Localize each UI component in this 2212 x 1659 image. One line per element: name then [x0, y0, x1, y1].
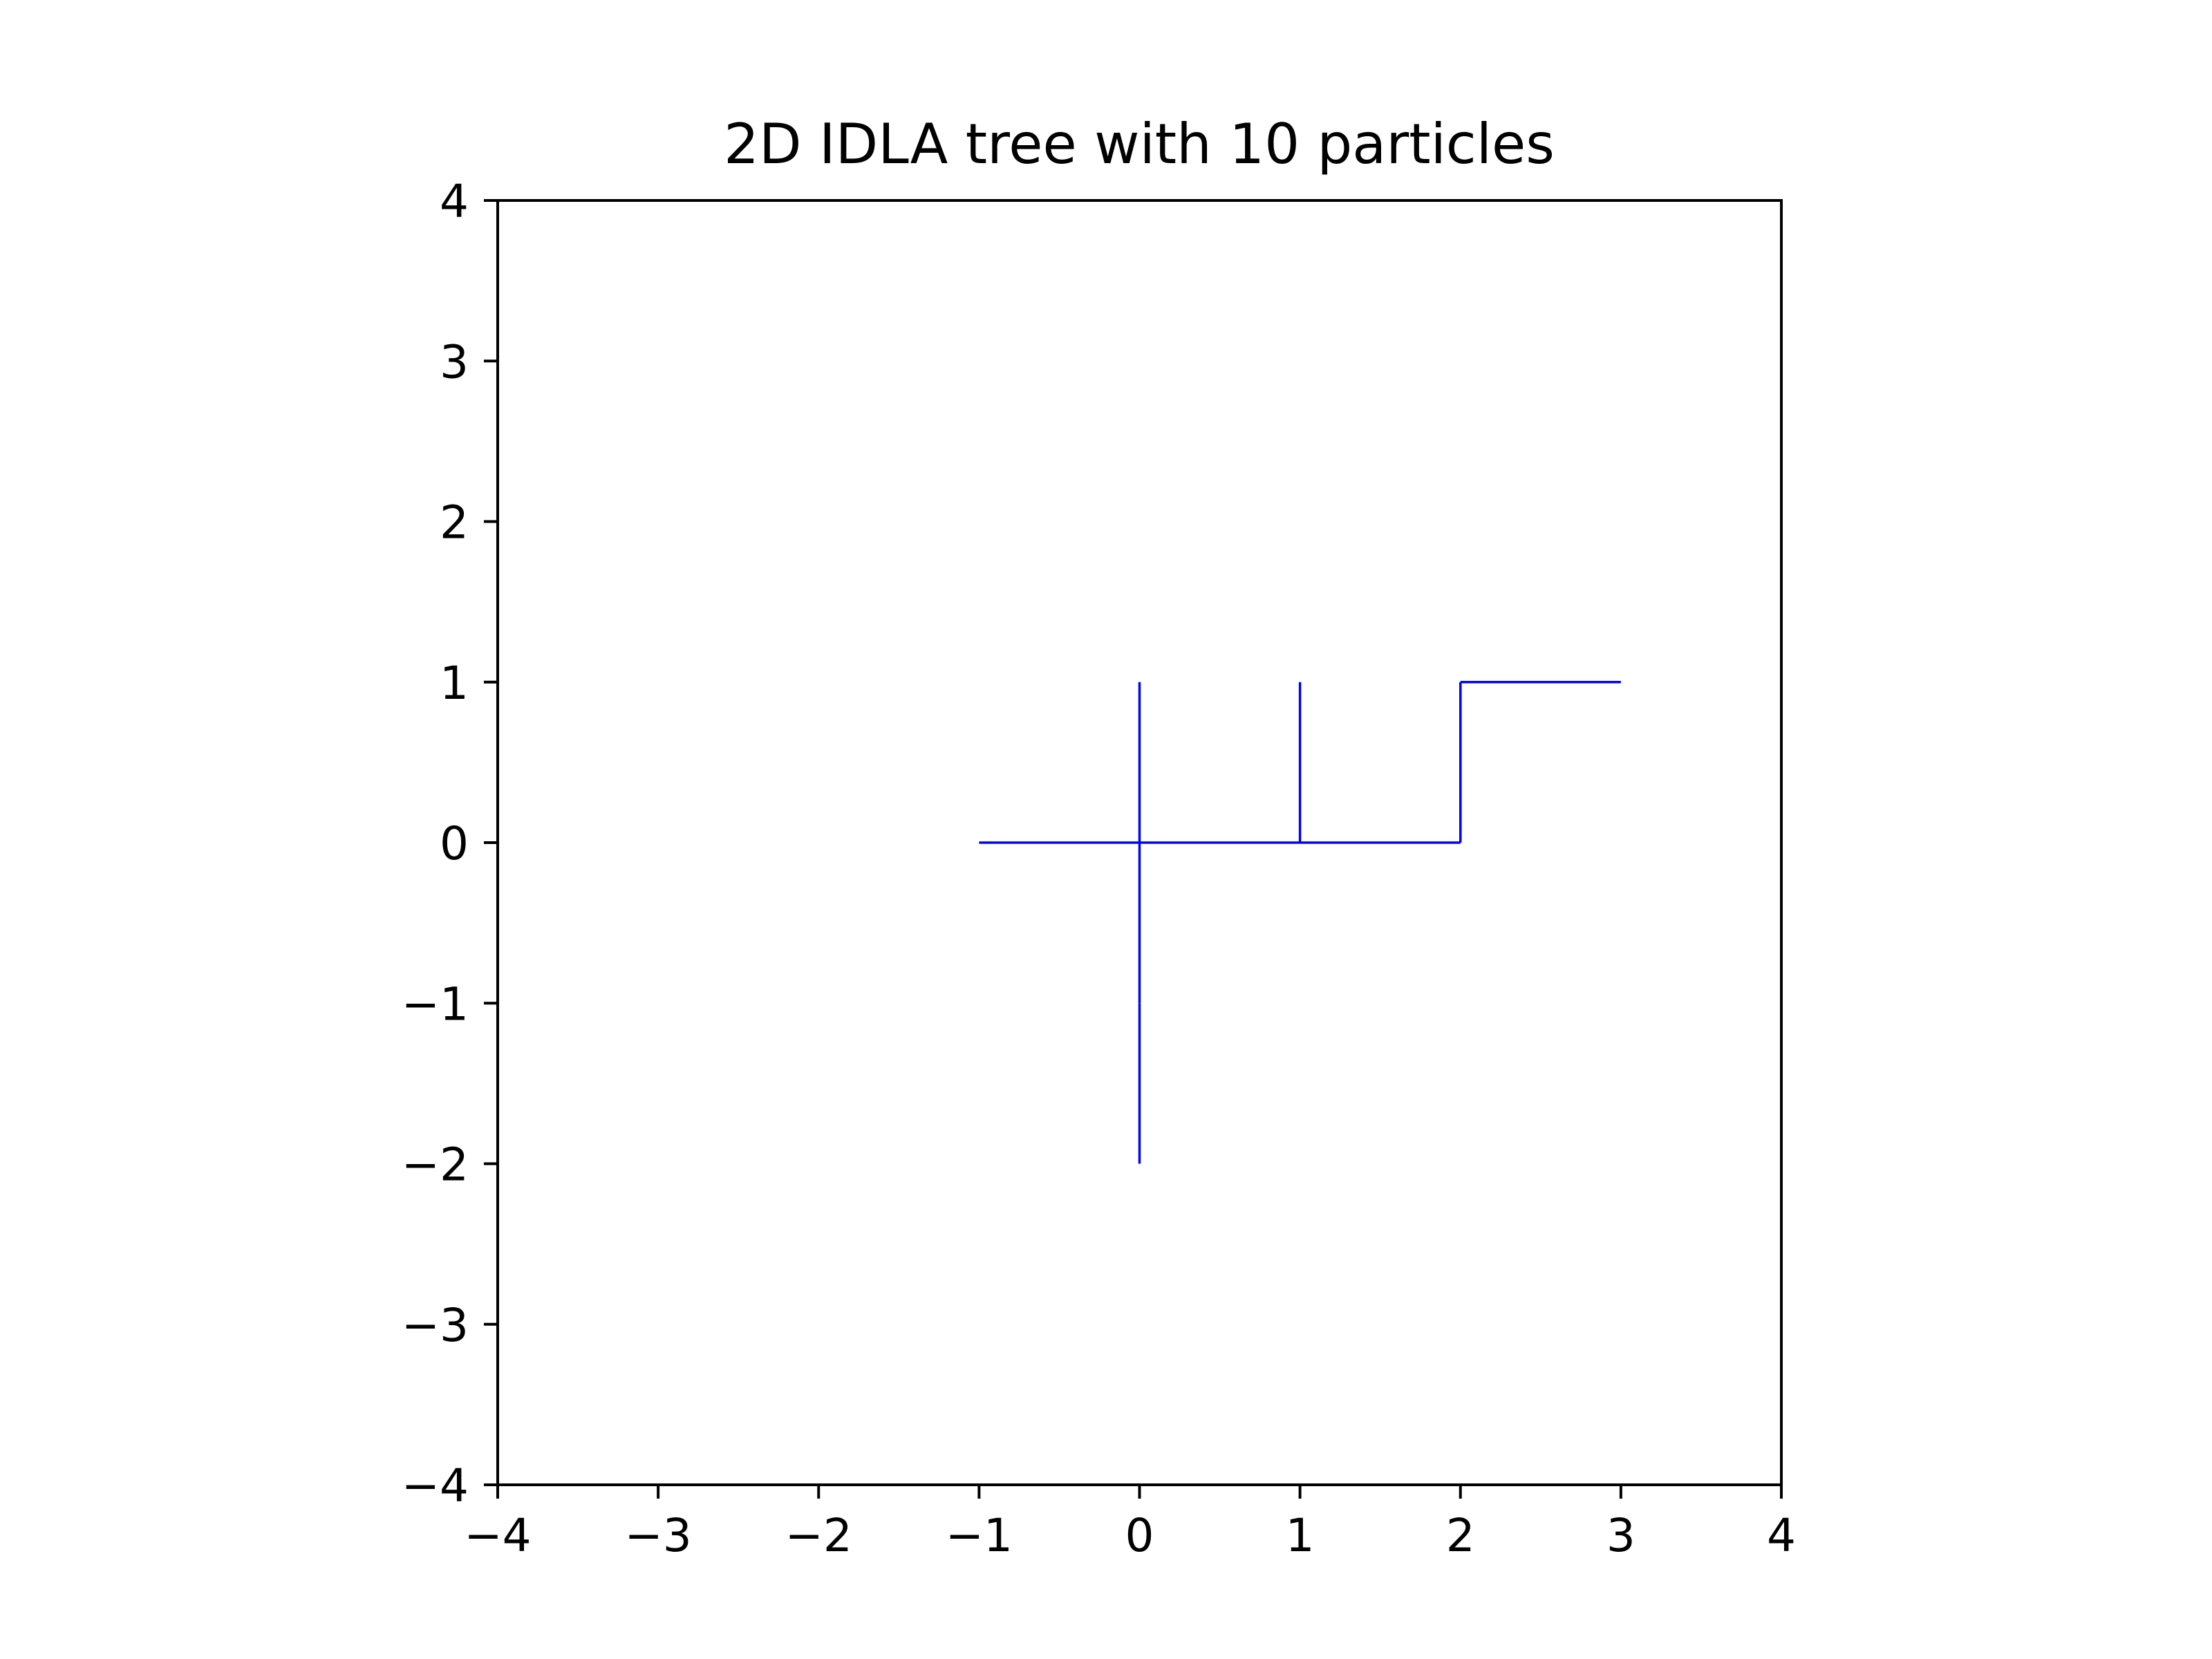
y-tick-label: 0 [440, 817, 469, 870]
x-tick-label: −3 [624, 1509, 691, 1562]
y-tick-label: −1 [402, 977, 469, 1031]
x-tick-label: 1 [1286, 1509, 1315, 1562]
y-tick-label: 2 [440, 496, 469, 550]
x-tick-label: −4 [464, 1509, 531, 1562]
y-tick-label: 3 [440, 335, 469, 388]
y-tick-label: −4 [402, 1459, 469, 1512]
y-tick-label: 1 [440, 657, 469, 710]
x-tick-label: 4 [1767, 1509, 1796, 1562]
x-axis-ticks: −4 −3 −2 −1 0 1 2 3 4 [464, 1485, 1796, 1562]
y-tick-label: −2 [402, 1138, 469, 1192]
y-tick-label: 4 [440, 175, 469, 228]
tree-edges [979, 681, 1621, 1164]
y-tick-label: −3 [402, 1299, 469, 1352]
x-tick-label: −1 [946, 1509, 1013, 1562]
x-tick-label: −2 [785, 1509, 852, 1562]
x-tick-label: 0 [1125, 1509, 1154, 1562]
y-axis-ticks: −4 −3 −2 −1 0 1 2 3 4 [402, 175, 498, 1512]
x-tick-label: 3 [1606, 1509, 1635, 1562]
chart-title: 2D IDLA tree with 10 particles [724, 112, 1555, 176]
x-tick-label: 2 [1446, 1509, 1475, 1562]
